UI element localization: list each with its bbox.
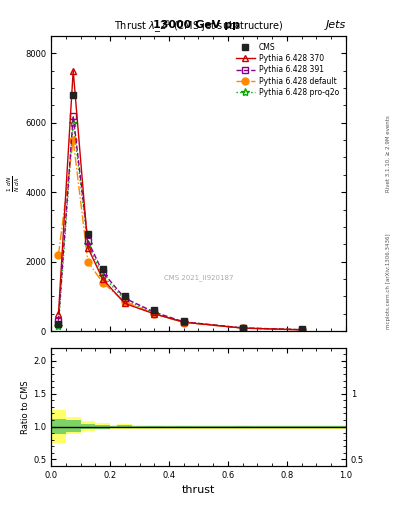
Pythia 6.428 391 — [299, 327, 304, 333]
Pythia 6.428 default — [71, 137, 75, 143]
CMS — [56, 321, 61, 327]
Pythia 6.428 default — [299, 327, 304, 333]
Pythia 6.428 pro-q2o — [71, 120, 75, 126]
Text: mcplots.cern.ch [arXiv:1306.3436]: mcplots.cern.ch [arXiv:1306.3436] — [386, 234, 391, 329]
Pythia 6.428 370 — [56, 311, 61, 317]
Pythia 6.428 pro-q2o — [56, 323, 61, 329]
Pythia 6.428 391 — [182, 319, 186, 325]
Line: CMS: CMS — [56, 92, 305, 332]
Pythia 6.428 default — [241, 325, 245, 331]
Line: Pythia 6.428 391: Pythia 6.428 391 — [55, 112, 305, 333]
Pythia 6.428 391 — [100, 269, 105, 275]
Pythia 6.428 370 — [100, 276, 105, 282]
Pythia 6.428 370 — [86, 245, 90, 251]
CMS — [182, 318, 186, 324]
Text: CMS 2021_II920187: CMS 2021_II920187 — [164, 274, 233, 282]
Pythia 6.428 default — [123, 298, 127, 305]
Pythia 6.428 391 — [71, 113, 75, 119]
Pythia 6.428 pro-q2o — [299, 327, 304, 333]
Line: Pythia 6.428 default: Pythia 6.428 default — [55, 137, 305, 333]
Pythia 6.428 370 — [182, 319, 186, 325]
Pythia 6.428 370 — [299, 327, 304, 333]
Pythia 6.428 default — [182, 319, 186, 326]
Line: Pythia 6.428 370: Pythia 6.428 370 — [55, 67, 305, 333]
X-axis label: thrust: thrust — [182, 485, 215, 495]
Pythia 6.428 391 — [86, 238, 90, 244]
CMS — [86, 231, 90, 237]
Text: Rivet 3.1.10, ≥ 2.9M events: Rivet 3.1.10, ≥ 2.9M events — [386, 115, 391, 192]
Text: Jets: Jets — [325, 20, 346, 31]
Y-axis label: $\frac{1}{N}\,\frac{dN}{d\lambda}$: $\frac{1}{N}\,\frac{dN}{d\lambda}$ — [6, 175, 22, 192]
Pythia 6.428 391 — [123, 295, 127, 301]
CMS — [123, 293, 127, 300]
Pythia 6.428 default — [86, 259, 90, 265]
Pythia 6.428 391 — [241, 325, 245, 331]
CMS — [241, 325, 245, 331]
CMS — [152, 307, 156, 313]
Title: Thrust $\lambda\_2^1$ (CMS jet substructure): Thrust $\lambda\_2^1$ (CMS jet substruct… — [114, 18, 283, 35]
Pythia 6.428 default — [100, 280, 105, 286]
Pythia 6.428 pro-q2o — [123, 297, 127, 303]
Pythia 6.428 370 — [241, 325, 245, 331]
CMS — [299, 327, 304, 333]
Pythia 6.428 370 — [152, 311, 156, 317]
Pythia 6.428 370 — [71, 68, 75, 74]
Legend: CMS, Pythia 6.428 370, Pythia 6.428 391, Pythia 6.428 default, Pythia 6.428 pro-: CMS, Pythia 6.428 370, Pythia 6.428 391,… — [233, 39, 342, 100]
Line: Pythia 6.428 pro-q2o: Pythia 6.428 pro-q2o — [54, 119, 306, 334]
Pythia 6.428 pro-q2o — [182, 319, 186, 325]
Pythia 6.428 pro-q2o — [152, 310, 156, 316]
CMS — [100, 266, 105, 272]
Text: 13000 GeV pp: 13000 GeV pp — [153, 20, 240, 31]
CMS — [71, 92, 75, 98]
Pythia 6.428 pro-q2o — [86, 241, 90, 247]
Pythia 6.428 pro-q2o — [241, 325, 245, 331]
Pythia 6.428 391 — [56, 318, 61, 324]
Pythia 6.428 default — [56, 252, 61, 258]
Y-axis label: Ratio to CMS: Ratio to CMS — [21, 380, 30, 434]
Pythia 6.428 default — [152, 311, 156, 317]
Pythia 6.428 370 — [123, 301, 127, 307]
Pythia 6.428 pro-q2o — [100, 272, 105, 279]
Pythia 6.428 391 — [152, 309, 156, 315]
